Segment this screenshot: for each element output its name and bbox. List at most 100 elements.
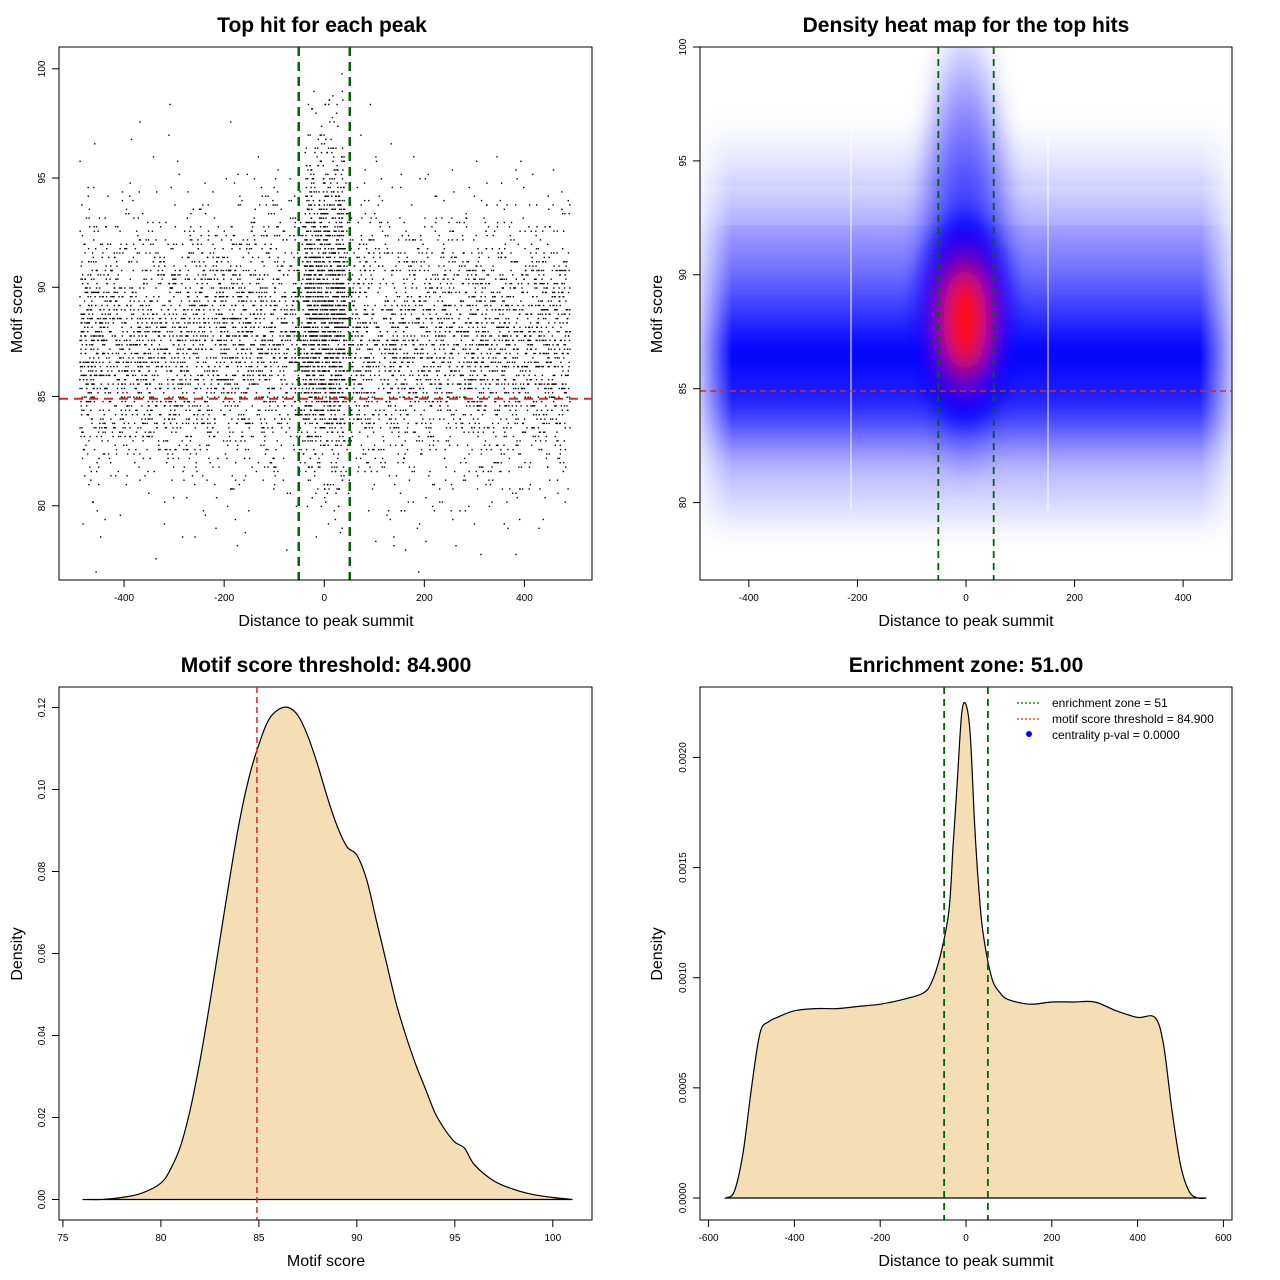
scatter-point	[360, 444, 363, 446]
scatter-point	[531, 256, 533, 259]
scatter-point	[201, 374, 204, 377]
scatter-point	[189, 322, 191, 324]
scatter-point	[124, 435, 126, 438]
scatter-point	[249, 274, 251, 276]
scatter-point	[429, 313, 431, 315]
scatter-point	[212, 243, 214, 245]
scatter-point	[563, 230, 565, 232]
scatter-point	[301, 357, 303, 359]
scatter-point	[246, 422, 248, 425]
scatter-point	[337, 239, 339, 241]
scatter-point	[365, 427, 367, 429]
scatter-point	[316, 287, 319, 289]
scatter-point	[462, 300, 464, 302]
scatter-point	[413, 335, 416, 337]
scatter-point	[178, 322, 180, 324]
scatter-point	[143, 278, 145, 280]
scatter-point	[261, 195, 263, 197]
scatter-point	[356, 186, 359, 189]
scatter-point	[287, 348, 289, 350]
scatter-point	[84, 475, 86, 477]
scatter-point	[189, 317, 191, 320]
scatter-point	[350, 278, 352, 280]
scatter-point	[340, 300, 343, 302]
scatter-point	[157, 440, 160, 442]
scatter-point	[193, 414, 196, 416]
scatter-point	[385, 317, 387, 320]
scatter-point	[344, 300, 346, 302]
scatter-point	[507, 422, 509, 425]
scatter-point	[386, 348, 388, 350]
scatter-point	[480, 392, 482, 394]
scatter-point	[343, 300, 345, 302]
scatter-point	[363, 256, 366, 259]
scatter-point	[179, 379, 181, 381]
scatter-point	[213, 278, 216, 280]
scatter-point	[409, 374, 411, 377]
scatter-point	[427, 173, 430, 176]
scatter-point	[349, 239, 352, 241]
scatter-point	[491, 344, 493, 346]
scatter-point	[305, 252, 307, 254]
scatter-point	[398, 431, 400, 433]
scatter-point	[129, 344, 131, 346]
scatter-point	[441, 361, 443, 363]
scatter-point	[443, 348, 445, 350]
scatter-point	[423, 374, 425, 377]
scatter-point	[267, 348, 270, 350]
scatter-point	[245, 300, 248, 302]
scatter-point	[347, 317, 349, 320]
scatter-point	[148, 357, 150, 359]
scatter-point	[97, 274, 99, 276]
scatter-point	[486, 274, 488, 276]
scatter-point	[523, 418, 526, 420]
scatter-point	[281, 339, 283, 342]
scatter-point	[296, 414, 298, 416]
scatter-point	[563, 269, 565, 272]
scatter-point	[409, 357, 411, 359]
scatter-point	[317, 361, 319, 363]
scatter-point	[294, 331, 296, 333]
scatter-point	[415, 287, 418, 289]
scatter-point	[314, 331, 316, 333]
scatter-point	[424, 400, 427, 403]
scatter-point	[402, 331, 405, 333]
scatter-point	[297, 331, 299, 333]
scatter-point	[338, 370, 340, 372]
scatter-point	[97, 348, 99, 350]
scatter-point	[475, 387, 477, 390]
scatter-point	[376, 470, 378, 473]
scatter-point	[368, 400, 370, 403]
scatter-point	[206, 444, 208, 446]
scatter-point	[220, 326, 222, 328]
scatter-point	[387, 392, 390, 394]
scatter-point	[445, 313, 447, 315]
scatter-point	[293, 331, 295, 333]
scatter-point	[307, 374, 309, 377]
scatter-point	[203, 309, 205, 311]
scatter-point	[534, 287, 536, 289]
scatter-point	[476, 361, 478, 363]
scatter-point	[359, 383, 361, 385]
scatter-point	[516, 357, 518, 359]
scatter-point	[313, 278, 315, 280]
scatter-point	[111, 269, 113, 272]
scatter-point	[246, 248, 248, 250]
scatter-point	[523, 374, 525, 377]
scatter-point	[173, 243, 175, 245]
scatter-point	[183, 370, 185, 372]
scatter-point	[515, 400, 517, 403]
scatter-point	[340, 470, 342, 473]
scatter-point	[401, 317, 403, 320]
scatter-point	[313, 90, 315, 93]
scatter-point	[324, 239, 326, 241]
scatter-point	[371, 313, 373, 315]
scatter-point	[352, 392, 355, 394]
scatter-point	[460, 335, 463, 337]
scatter-point	[230, 339, 233, 342]
scatter-point	[358, 466, 360, 468]
scatter-point	[330, 291, 332, 294]
scatter-point	[467, 365, 469, 368]
scatter-point	[317, 331, 319, 333]
scatter-point	[532, 331, 535, 333]
